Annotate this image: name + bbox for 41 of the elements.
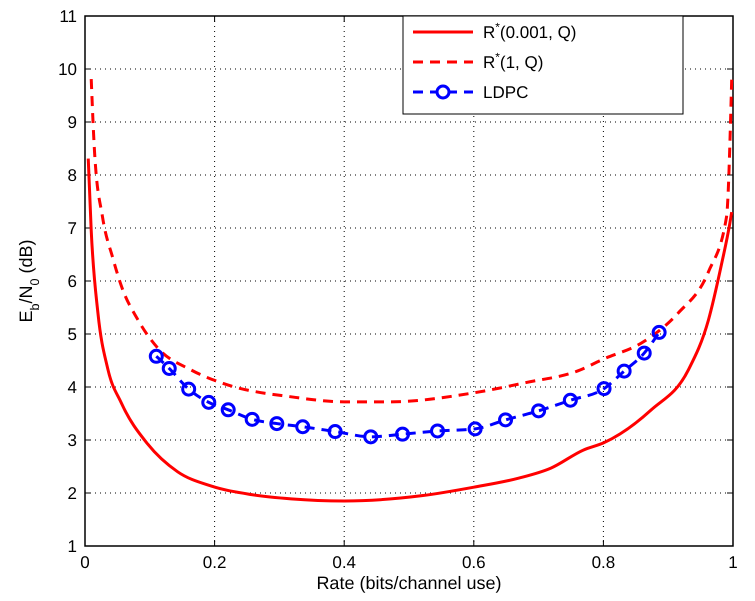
point bbox=[468, 421, 483, 436]
y-tick-label: 7 bbox=[68, 219, 77, 238]
x-tick-label: 0.6 bbox=[462, 553, 486, 572]
y-tick-label: 8 bbox=[68, 166, 77, 185]
point bbox=[596, 381, 612, 396]
y-tick-label: 5 bbox=[68, 325, 77, 344]
y-tick-label: 2 bbox=[68, 484, 77, 503]
point bbox=[162, 360, 177, 376]
point bbox=[363, 429, 378, 444]
point bbox=[636, 346, 652, 361]
y-tick-label: 4 bbox=[68, 378, 77, 397]
y-tick-label: 6 bbox=[68, 272, 77, 291]
point bbox=[531, 403, 546, 418]
y-tick-label: 10 bbox=[58, 60, 77, 79]
y-tick-label: 11 bbox=[59, 7, 77, 26]
point bbox=[244, 412, 260, 427]
point bbox=[181, 382, 196, 397]
x-tick-label: 0.2 bbox=[202, 553, 226, 572]
point bbox=[295, 419, 310, 434]
point bbox=[201, 394, 216, 410]
point bbox=[616, 364, 632, 379]
y-tick-label: 9 bbox=[68, 113, 77, 132]
x-tick-label: 0.4 bbox=[332, 553, 356, 572]
point bbox=[498, 412, 514, 428]
point bbox=[269, 416, 284, 432]
y-tick-label: 1 bbox=[68, 537, 77, 556]
x-tick-label: 1 bbox=[728, 553, 738, 572]
point bbox=[652, 324, 667, 340]
x-tick-label: 0.8 bbox=[592, 553, 616, 572]
point bbox=[395, 426, 410, 442]
point bbox=[220, 402, 236, 418]
legend-label: R$^{*}$(0.001, Q) bbox=[483, 20, 576, 42]
x-axis-title: Rate (bits/channel use) bbox=[316, 573, 502, 593]
point bbox=[148, 348, 164, 364]
legend-label: R$^{*}$(1, Q) bbox=[483, 50, 544, 72]
legend-label: LDPC bbox=[483, 83, 528, 102]
point bbox=[562, 392, 578, 408]
y-tick-label: 3 bbox=[68, 431, 77, 450]
x-tick-label: 0 bbox=[80, 553, 90, 572]
point bbox=[328, 424, 343, 440]
point bbox=[430, 423, 446, 438]
